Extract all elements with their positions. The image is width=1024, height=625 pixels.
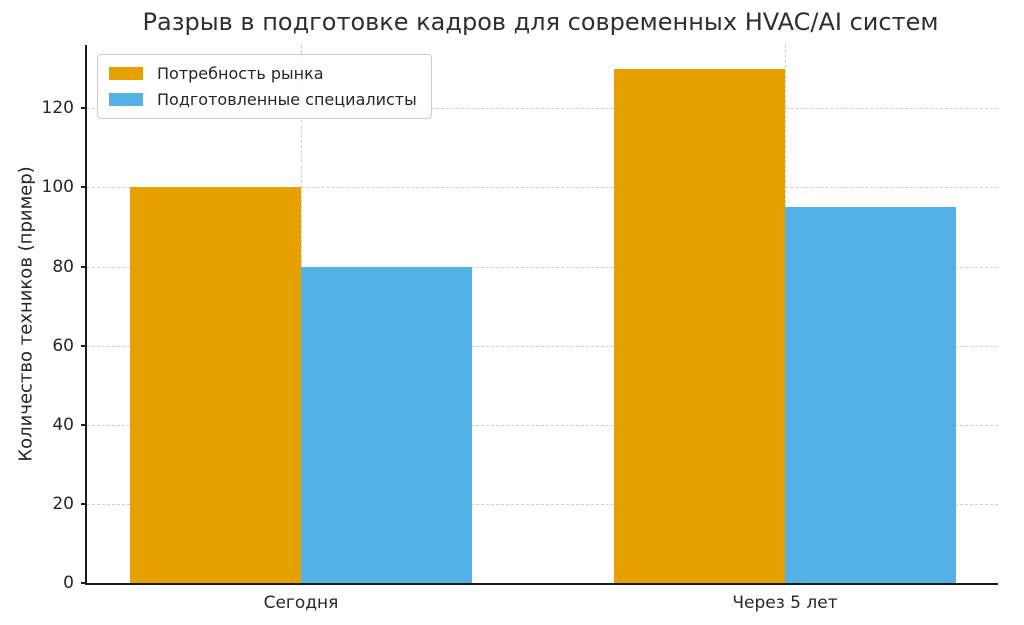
gridline-horizontal xyxy=(87,266,998,268)
y-tick-label: 40 xyxy=(52,414,74,435)
y-tick-mark xyxy=(81,423,87,426)
legend-swatch-trained-specialists xyxy=(109,93,143,106)
y-tick-label: 60 xyxy=(52,335,74,356)
bar xyxy=(614,68,785,583)
y-tick-label: 0 xyxy=(63,573,74,593)
y-tick-label: 100 xyxy=(41,177,74,198)
y-tick-mark xyxy=(81,582,87,584)
gridline-horizontal xyxy=(87,424,998,426)
legend-swatch-market-demand xyxy=(109,67,143,80)
y-axis-label: Количество техников (пример) xyxy=(15,166,37,462)
y-tick-mark xyxy=(81,107,87,110)
x-tick-label: Сегодня xyxy=(263,593,339,613)
plot-area: Потребность рынка Подготовленные специал… xyxy=(42,45,998,613)
legend-item-market-demand: Потребность рынка xyxy=(109,64,417,83)
x-tick-label: Через 5 лет xyxy=(732,593,838,613)
y-tick-label: 80 xyxy=(52,256,74,277)
y-tick-mark xyxy=(81,502,87,505)
bar xyxy=(129,187,301,583)
gridline-horizontal xyxy=(87,187,998,189)
legend-item-trained-specialists: Подготовленные специалисты xyxy=(109,90,417,109)
chart-title: Разрыв в подготовке кадров для современн… xyxy=(142,8,939,36)
y-tick-label: 20 xyxy=(52,493,74,514)
y-tick-mark xyxy=(81,186,87,189)
legend-label-market-demand: Потребность рынка xyxy=(157,64,324,83)
legend: Потребность рынка Подготовленные специал… xyxy=(97,54,432,119)
legend-label-trained-specialists: Подготовленные специалисты xyxy=(157,90,417,109)
gridline-horizontal xyxy=(87,503,998,505)
bar xyxy=(785,207,956,583)
gridline-horizontal xyxy=(87,108,998,110)
y-tick-mark xyxy=(81,265,87,268)
y-tick-label: 120 xyxy=(41,98,74,119)
gridline-horizontal xyxy=(87,345,998,347)
y-tick-mark xyxy=(81,344,87,347)
bar xyxy=(300,266,472,583)
